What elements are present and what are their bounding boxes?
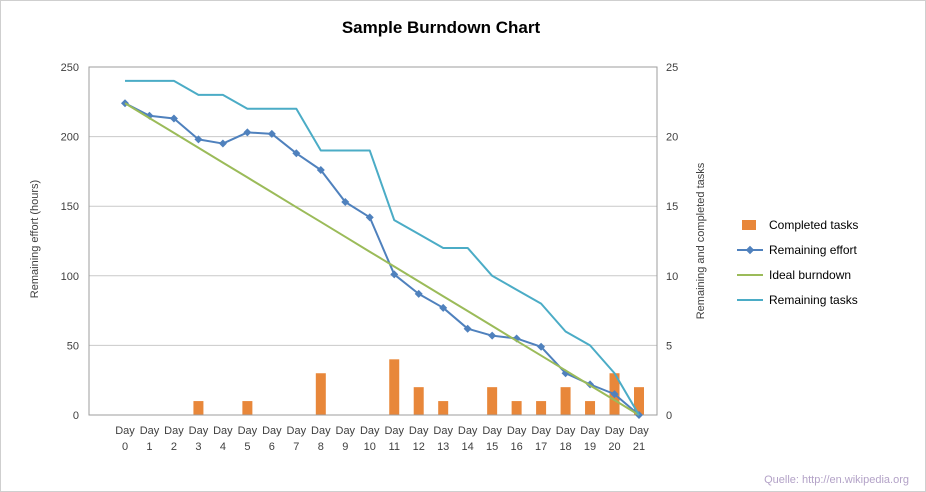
svg-text:Day: Day: [531, 425, 551, 437]
legend-label: Remaining effort: [769, 242, 857, 257]
svg-text:Day: Day: [458, 425, 478, 437]
svg-text:Day: Day: [140, 425, 160, 437]
svg-text:Day: Day: [164, 425, 184, 437]
chart-title: Sample Burndown Chart: [341, 18, 541, 37]
svg-text:14: 14: [462, 441, 474, 453]
legend-item-remaining-tasks: Remaining tasks: [737, 287, 858, 312]
svg-text:Day: Day: [115, 425, 135, 437]
svg-text:Day: Day: [287, 425, 307, 437]
svg-text:Day: Day: [238, 425, 258, 437]
svg-text:Day: Day: [482, 425, 502, 437]
svg-text:5: 5: [244, 441, 250, 453]
svg-text:Day: Day: [311, 425, 331, 437]
svg-text:7: 7: [293, 441, 299, 453]
svg-text:0: 0: [73, 410, 79, 422]
svg-text:Day: Day: [360, 425, 380, 437]
svg-text:8: 8: [318, 441, 324, 453]
svg-text:200: 200: [61, 132, 79, 144]
series-remaining-tasks: [125, 79, 640, 416]
svg-text:Day: Day: [409, 425, 429, 437]
svg-text:Day: Day: [262, 425, 282, 437]
svg-text:21: 21: [633, 441, 645, 453]
svg-text:9: 9: [342, 441, 348, 453]
svg-text:16: 16: [510, 441, 522, 453]
legend-label: Remaining tasks: [769, 292, 858, 307]
right-axis-title: Remaining and completed tasks: [695, 162, 707, 320]
svg-text:Day: Day: [433, 425, 453, 437]
svg-text:Day: Day: [336, 425, 356, 437]
svg-text:Day: Day: [189, 425, 209, 437]
svg-text:25: 25: [666, 62, 678, 74]
series-ideal-burndown: [124, 102, 640, 416]
svg-text:4: 4: [220, 441, 226, 453]
left-axis-title: Remaining effort (hours): [29, 179, 41, 299]
legend: Completed tasks Remaining effort Ideal b…: [737, 212, 858, 312]
svg-text:20: 20: [666, 132, 678, 144]
series-completed-tasks: [193, 359, 644, 415]
legend-label: Completed tasks: [769, 217, 859, 232]
svg-text:5: 5: [666, 340, 672, 352]
legend-item-remaining-effort: Remaining effort: [737, 237, 858, 262]
svg-text:10: 10: [666, 271, 678, 283]
svg-text:0: 0: [666, 410, 672, 422]
svg-text:250: 250: [61, 62, 79, 74]
svg-text:150: 150: [61, 201, 79, 213]
svg-text:17: 17: [535, 441, 547, 453]
svg-text:50: 50: [67, 340, 79, 352]
svg-text:100: 100: [61, 271, 79, 283]
svg-text:12: 12: [413, 441, 425, 453]
legend-label: Ideal burndown: [769, 267, 852, 282]
axis-tick-labels: 0 50 100 150 200 250 0 5 10 15 20 25: [61, 62, 679, 422]
legend-item-ideal-burndown: Ideal burndown: [737, 262, 858, 287]
ideal-burndown-swatch-icon: [737, 269, 763, 281]
svg-text:19: 19: [584, 441, 596, 453]
source-note: Quelle: http://en.wikipedia.org: [764, 474, 909, 486]
svg-text:Day: Day: [580, 425, 600, 437]
completed-tasks-swatch-icon: [737, 219, 763, 231]
svg-text:11: 11: [389, 441, 400, 453]
svg-text:20: 20: [608, 441, 620, 453]
svg-text:2: 2: [171, 441, 177, 453]
svg-text:Day: Day: [507, 425, 527, 437]
remaining-tasks-swatch-icon: [737, 294, 763, 306]
svg-text:3: 3: [195, 441, 201, 453]
svg-text:Day: Day: [605, 425, 625, 437]
svg-text:Day: Day: [384, 425, 404, 437]
svg-text:10: 10: [364, 441, 376, 453]
plot-border: [88, 66, 658, 416]
svg-text:15: 15: [666, 201, 678, 213]
svg-text:6: 6: [269, 441, 275, 453]
legend-item-completed-tasks: Completed tasks: [737, 212, 858, 237]
remaining-effort-swatch-icon: [737, 244, 763, 256]
svg-text:0: 0: [122, 441, 128, 453]
svg-text:13: 13: [437, 441, 449, 453]
svg-text:Day: Day: [213, 425, 233, 437]
svg-text:18: 18: [559, 441, 571, 453]
svg-text:15: 15: [486, 441, 498, 453]
svg-text:Day: Day: [556, 425, 576, 437]
svg-text:1: 1: [146, 441, 152, 453]
svg-text:Day: Day: [629, 425, 649, 437]
x-axis-labels: Day 0 Day 1 Day 2 Day 3 Day 4 Day 5 Day 6 Day 7 Day 8 Day 9…: [115, 425, 649, 453]
